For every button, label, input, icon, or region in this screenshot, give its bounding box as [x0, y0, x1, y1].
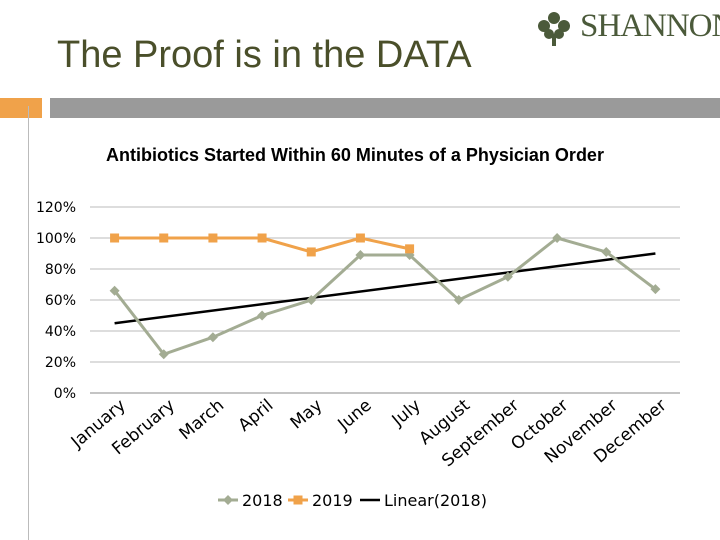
y-tick-label: 40% [45, 324, 76, 340]
legend-label: 2019 [312, 491, 353, 510]
legend-marker [293, 495, 303, 505]
y-tick-label: 80% [45, 262, 76, 278]
data-point [208, 233, 218, 243]
data-point [601, 246, 612, 257]
data-point [159, 233, 169, 243]
data-point [355, 250, 366, 261]
logo-text: SHANNON [580, 8, 720, 44]
accent-box [0, 98, 42, 118]
data-point [306, 247, 316, 257]
y-tick-label: 0% [54, 386, 76, 402]
chart-title: Antibiotics Started Within 60 Minutes of… [106, 145, 604, 165]
vertical-rule [28, 106, 29, 540]
header-bar [50, 98, 720, 118]
y-tick-label: 120% [36, 200, 76, 216]
data-point [650, 284, 661, 295]
y-tick-label: 60% [45, 293, 76, 309]
data-point [158, 349, 169, 360]
slide-title: The Proof is in the DATA [57, 34, 472, 76]
x-tick-label: June [334, 396, 376, 436]
trendline [114, 252, 656, 325]
x-tick-label: May [287, 396, 327, 434]
x-tick-label: July [388, 396, 425, 432]
y-tick-label: 100% [36, 231, 76, 247]
data-point [453, 295, 464, 305]
data-point [257, 233, 267, 243]
legend-label: 2018 [242, 491, 283, 510]
legend-marker [223, 495, 233, 505]
data-point [109, 285, 120, 296]
data-point [110, 233, 120, 243]
logo-mark-icon [538, 12, 570, 46]
x-tick-label: March [176, 396, 229, 445]
data-point [405, 244, 415, 254]
series-line [113, 236, 657, 357]
data-point [257, 310, 268, 321]
data-point [552, 233, 563, 243]
data-point [355, 233, 365, 243]
y-tick-label: 20% [45, 355, 76, 371]
data-point [207, 332, 218, 343]
data-point [502, 271, 513, 282]
data-point [306, 295, 317, 305]
x-tick-label: April [235, 396, 278, 436]
legend-label: Linear(2018) [384, 491, 487, 510]
